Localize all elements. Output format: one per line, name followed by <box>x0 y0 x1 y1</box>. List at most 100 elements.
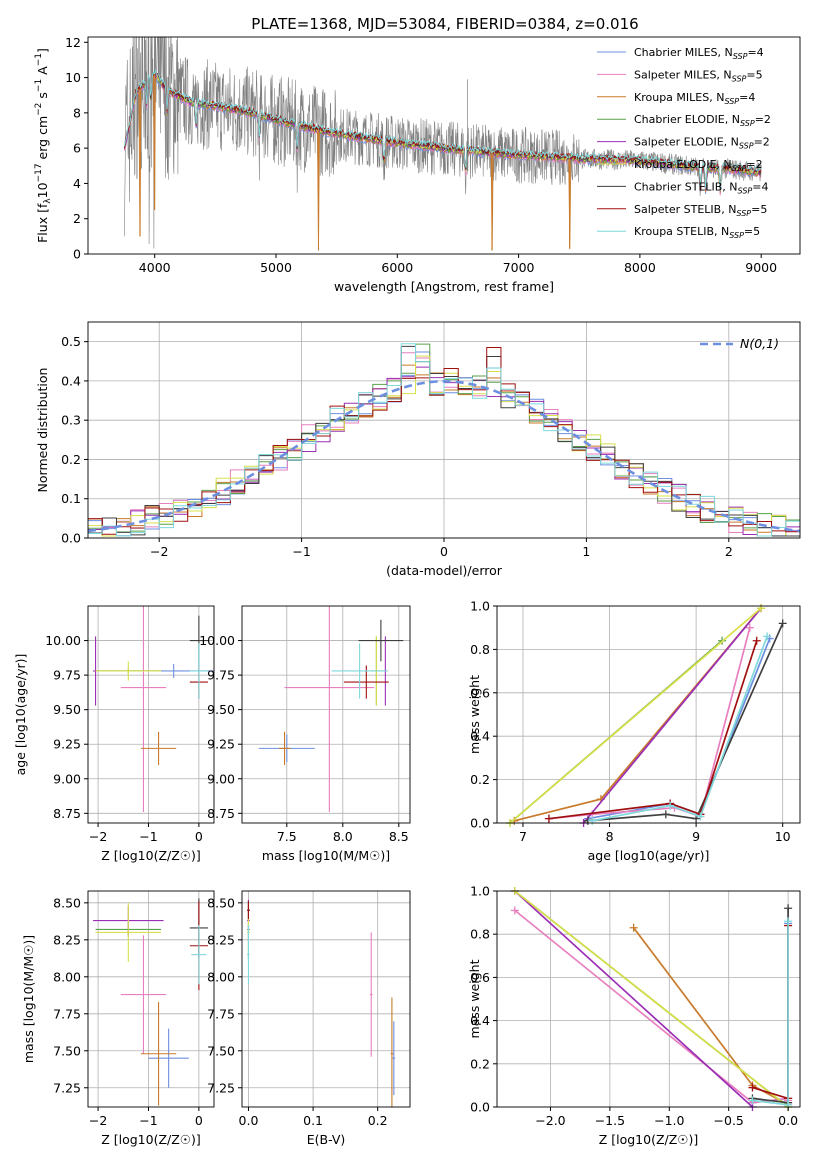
mass-weight-marker <box>510 906 519 915</box>
plot-area <box>242 606 410 823</box>
x-tick-label: 7.5 <box>277 829 297 844</box>
y-tick-label: 6 <box>73 141 81 156</box>
y-tick-label: 9.00 <box>207 771 235 786</box>
axes-frame <box>87 36 801 255</box>
panel-age_vs_mass: 7.5 8.0 8.5 8.75 9.00 9.25 9.50 9.75 10.00 mass [… <box>199 605 411 863</box>
y-tick-label: 9.75 <box>53 668 81 683</box>
x-tick-label: 5000 <box>260 260 292 275</box>
y-tick-label: 0.1 <box>61 491 81 506</box>
y-tick-label: 9.75 <box>207 668 235 683</box>
x-tick-label: 0.0 <box>239 1113 259 1128</box>
x-axis-label: mass [log10(M/M☉)] <box>262 848 390 863</box>
panel-age_vs_Z: −2 −1 0 8.75 9.00 9.25 9.50 9.75 10.00 Z [log10(Z… <box>13 605 215 863</box>
y-tick-label: 7.25 <box>53 1080 81 1095</box>
x-tick-label: 9000 <box>745 260 777 275</box>
y-tick-label: 0.2 <box>470 1056 490 1071</box>
legend-label: Kroupa STELIB, NSSP=5 <box>634 225 760 240</box>
y-axis-label: mass weight <box>467 675 482 754</box>
x-tick-label: 7000 <box>503 260 535 275</box>
y-tick-label: 0.6 <box>470 970 490 985</box>
y-tick-label: 8.50 <box>53 895 81 910</box>
mass-weight-marker <box>778 619 787 628</box>
axes-frame <box>496 890 801 1108</box>
x-tick-label: 1 <box>582 544 590 559</box>
panel-mass_vs_EBV: 0.0 0.1 0.2 7.25 7.50 7.75 8.00 8.25 8.50 E(B-V) <box>207 890 411 1147</box>
normal-curve <box>88 379 800 533</box>
x-tick-label: 4000 <box>139 260 171 275</box>
panel-massweight_vs_Z: −2.0 −1.5 −1.0 −0.5 0.0 0.0 0.2 0.4 0.6 0.8 1.0 Z [… <box>467 884 801 1147</box>
y-tick-label: 9.25 <box>53 737 81 752</box>
panel-mass_vs_Z: −2 −1 0 7.25 7.50 7.75 8.00 8.25 8.50 Z [log10(Z/… <box>21 890 215 1147</box>
x-tick-label: −1.5 <box>595 1113 625 1128</box>
y-tick-label: 10 <box>65 70 81 85</box>
mass-weight-marker <box>661 810 670 819</box>
y-tick-label: 0.0 <box>470 1100 490 1115</box>
y-tick-label: 0.4 <box>470 1013 490 1028</box>
legend-label: Chabrier MILES, NSSP=4 <box>634 46 764 61</box>
x-tick-label: 0.0 <box>778 1113 798 1128</box>
mass-weight-marker <box>544 814 553 823</box>
y-tick-label: 12 <box>65 35 81 50</box>
legend-label: Salpeter STELIB, NSSP=5 <box>634 203 767 218</box>
axes-frame <box>87 605 215 824</box>
panel-spectrum: 4000 5000 6000 7000 8000 9000 0 2 4 6 8 10 12 wavelen… <box>34 35 801 294</box>
x-tick-label: −1 <box>139 829 157 844</box>
mass-weight-marker <box>696 812 705 821</box>
mass-weight-marker <box>752 636 761 645</box>
y-tick-label: 8.75 <box>207 806 235 821</box>
mass-weight-marker <box>748 1096 757 1105</box>
y-tick-label: 9.50 <box>53 702 81 717</box>
x-tick-label: −2 <box>89 1113 107 1128</box>
x-axis-label: age [log10(age/yr)] <box>588 848 710 863</box>
axes-frame <box>241 890 411 1108</box>
mass-weight-marker <box>757 604 766 613</box>
y-tick-label: 8.00 <box>53 969 81 984</box>
model-series-0 <box>123 77 762 195</box>
legend-label: N(0,1) <box>740 336 779 351</box>
y-tick-label: 10.00 <box>199 633 235 648</box>
x-tick-label: 0.2 <box>368 1113 388 1128</box>
panel-residual_histogram: −2 −1 0 1 2 0.0 0.1 0.2 0.3 0.4 0.5 (data-model)/er… <box>35 321 801 578</box>
y-tick-label: 0 <box>73 247 81 262</box>
mass-weight-marker <box>745 623 754 632</box>
mass-weight-marker <box>748 1083 757 1092</box>
plot-area <box>88 606 214 823</box>
y-tick-label: 7.50 <box>207 1043 235 1058</box>
x-tick-label: 8 <box>606 829 614 844</box>
y-tick-label: 7.75 <box>53 1006 81 1021</box>
x-tick-label: 9 <box>692 829 700 844</box>
axes-frame <box>87 890 215 1108</box>
axes-frame <box>496 605 801 824</box>
x-tick-label: 10 <box>775 829 791 844</box>
mass-weight-marker <box>784 917 793 926</box>
y-tick-label: 7.50 <box>53 1043 81 1058</box>
y-tick-label: 9.00 <box>53 771 81 786</box>
y-tick-label: 0.0 <box>61 531 81 546</box>
x-tick-label: 8.0 <box>333 829 353 844</box>
mass-weight-line <box>548 640 758 820</box>
y-tick-label: 0.0 <box>470 816 490 831</box>
x-tick-label: 6000 <box>381 260 413 275</box>
legend-label: Kroupa ELODIE, NSSP=2 <box>634 158 763 173</box>
y-axis-label: age [log10(age/yr)] <box>13 654 28 776</box>
y-tick-label: 0.2 <box>61 452 81 467</box>
y-tick-label: 0.8 <box>470 642 490 657</box>
legend-label: Kroupa MILES, NSSP=4 <box>634 91 755 106</box>
x-tick-label: −1 <box>139 1113 157 1128</box>
y-tick-label: 1.0 <box>470 599 490 614</box>
mass-weight-line <box>514 890 754 1108</box>
y-tick-label: 10.00 <box>45 633 81 648</box>
y-tick-label: 0.6 <box>470 685 490 700</box>
x-tick-label: 0 <box>195 829 203 844</box>
mass-weight-marker <box>588 816 597 825</box>
y-tick-label: 2 <box>73 211 81 226</box>
mass-weight-marker <box>629 923 638 932</box>
y-tick-label: 0.5 <box>61 334 81 349</box>
y-tick-label: 8.25 <box>53 932 81 947</box>
x-tick-label: 8.5 <box>389 829 409 844</box>
mass-weight-line <box>592 636 768 822</box>
y-tick-label: 9.50 <box>207 702 235 717</box>
mass-weight-marker <box>666 801 675 810</box>
model-series-8 <box>123 69 762 192</box>
